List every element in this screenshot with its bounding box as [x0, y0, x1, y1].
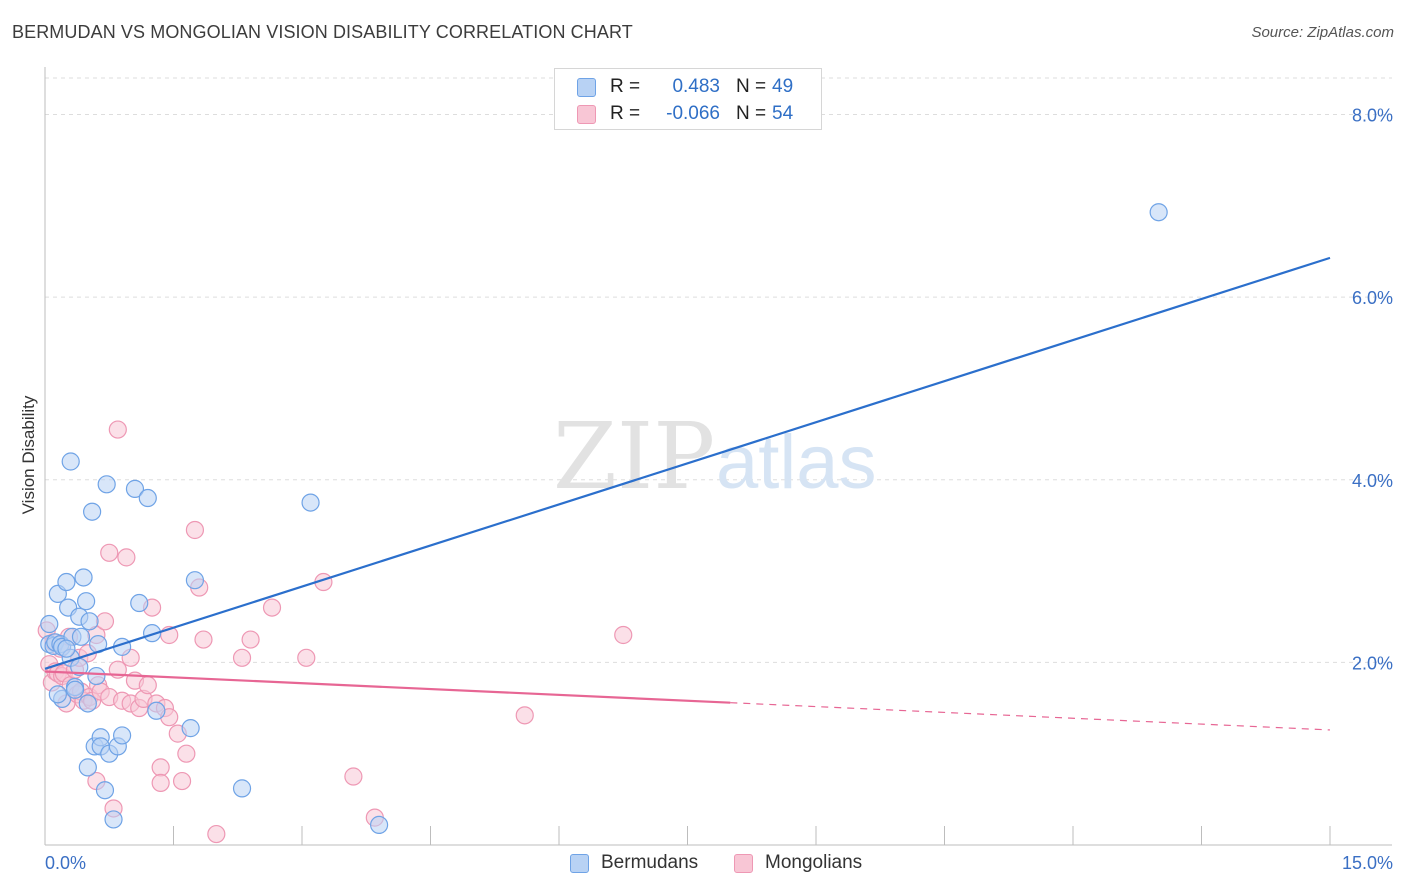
trend-lines [44, 256, 1331, 731]
r-label: R = [610, 76, 641, 97]
bermudans-point [80, 612, 99, 631]
bermudans-point [97, 475, 116, 494]
bermudans-point [77, 592, 96, 611]
n-label: N = [736, 103, 767, 124]
legend-row-bermudans: R = 0.483 N = 49 [577, 75, 793, 99]
bermudans-swatch [570, 853, 589, 873]
bermudans-swatch [577, 77, 596, 97]
bermudans-point [95, 781, 115, 800]
mongolians-point [185, 520, 205, 540]
bermudans-point [74, 568, 93, 587]
mongolians-trend-line [44, 670, 731, 704]
legend-label: Mongolians [765, 852, 863, 873]
legend-item-bermudans[interactable]: Bermudans [570, 852, 698, 874]
x-tick-label: 0.0% [45, 853, 86, 873]
bermudans-point [71, 627, 91, 646]
bermudans-point [147, 701, 166, 720]
bermudans-point [65, 680, 85, 699]
bermudans-point [48, 685, 67, 704]
bermudans-point [83, 502, 102, 521]
r-label: R = [610, 103, 641, 124]
y-tick-label: 2.0% [1352, 653, 1393, 673]
bermudans-point [185, 571, 205, 590]
mongolians-point [138, 676, 157, 695]
legend-row-mongolians: R = -0.066 N = 54 [577, 102, 793, 126]
bermudans-point [138, 488, 157, 508]
y-tick-label: 4.0% [1352, 471, 1393, 491]
mongolians-point [207, 824, 226, 844]
mongolians-point [614, 625, 633, 645]
legend-label: Bermudans [601, 852, 699, 873]
bermudans-point [130, 593, 149, 613]
r-value: -0.066 [666, 103, 720, 124]
series-legend: Bermudans Mongolians [0, 852, 1406, 878]
watermark-atlas: atlas [716, 420, 877, 505]
mongolians-point [117, 548, 136, 567]
legend-item-mongolians[interactable]: Mongolians [734, 852, 862, 874]
mongolians-point [297, 648, 316, 667]
mongolians-point [151, 773, 170, 793]
bermudans-point [370, 815, 389, 835]
bermudans-point [125, 479, 145, 498]
y-axis-title: Vision Disability [19, 395, 38, 514]
mongolians-point [232, 648, 252, 667]
bermudans-point [104, 810, 123, 829]
mongolians-swatch [734, 853, 753, 873]
bermudans-point [78, 758, 97, 777]
mongolians-point [241, 630, 260, 649]
chart-title: BERMUDAN VS MONGOLIAN VISION DISABILITY … [12, 22, 633, 42]
mongolians-point [108, 420, 127, 439]
bermudans-point [181, 719, 200, 738]
mongolians-point [100, 543, 119, 562]
mongolians-point [151, 758, 170, 777]
tick-labels: 2.0% 4.0% 6.0% 8.0% 0.0% 15.0% [45, 106, 1393, 873]
watermark: ZIP atlas [553, 403, 877, 510]
x-tick-label: 15.0% [1342, 853, 1393, 873]
bermudans-point [87, 666, 106, 686]
y-tick-label: 6.0% [1352, 288, 1393, 308]
bermudans-point [301, 493, 320, 512]
correlation-legend: R = 0.483 N = 49 R = -0.066 N = 54 [554, 68, 822, 130]
n-value: 54 [772, 103, 794, 124]
n-value: 49 [772, 76, 794, 97]
mongolians-point [194, 630, 213, 649]
bermudans-point [78, 694, 97, 713]
bermudans-point [112, 726, 132, 745]
bermudans-trend-line [44, 256, 1331, 670]
mongolians-point [172, 771, 192, 791]
n-label: N = [736, 76, 767, 97]
mongolians-point [515, 706, 534, 725]
source-credit: Source: ZipAtlas.com [1251, 24, 1394, 41]
grid [45, 77, 1392, 663]
mongolians-swatch [577, 104, 596, 124]
bermudans-point [142, 624, 162, 643]
mongolians-point [177, 744, 196, 763]
mongolians-point [262, 598, 282, 617]
bermudans-point [57, 572, 76, 592]
bermudans-points [40, 203, 1168, 835]
axes [44, 67, 1392, 846]
mongolians-point [344, 767, 363, 786]
mongolians-point [95, 612, 115, 631]
y-tick-label: 8.0% [1352, 106, 1393, 126]
mongolians-trend-extension [730, 702, 1331, 731]
bermudans-point [40, 614, 59, 634]
bermudans-point [61, 452, 80, 471]
bermudans-point [232, 779, 252, 798]
r-value: 0.483 [672, 76, 720, 97]
bermudans-point [57, 639, 76, 658]
bermudans-point [1149, 203, 1168, 222]
watermark-zip: ZIP [553, 403, 715, 510]
